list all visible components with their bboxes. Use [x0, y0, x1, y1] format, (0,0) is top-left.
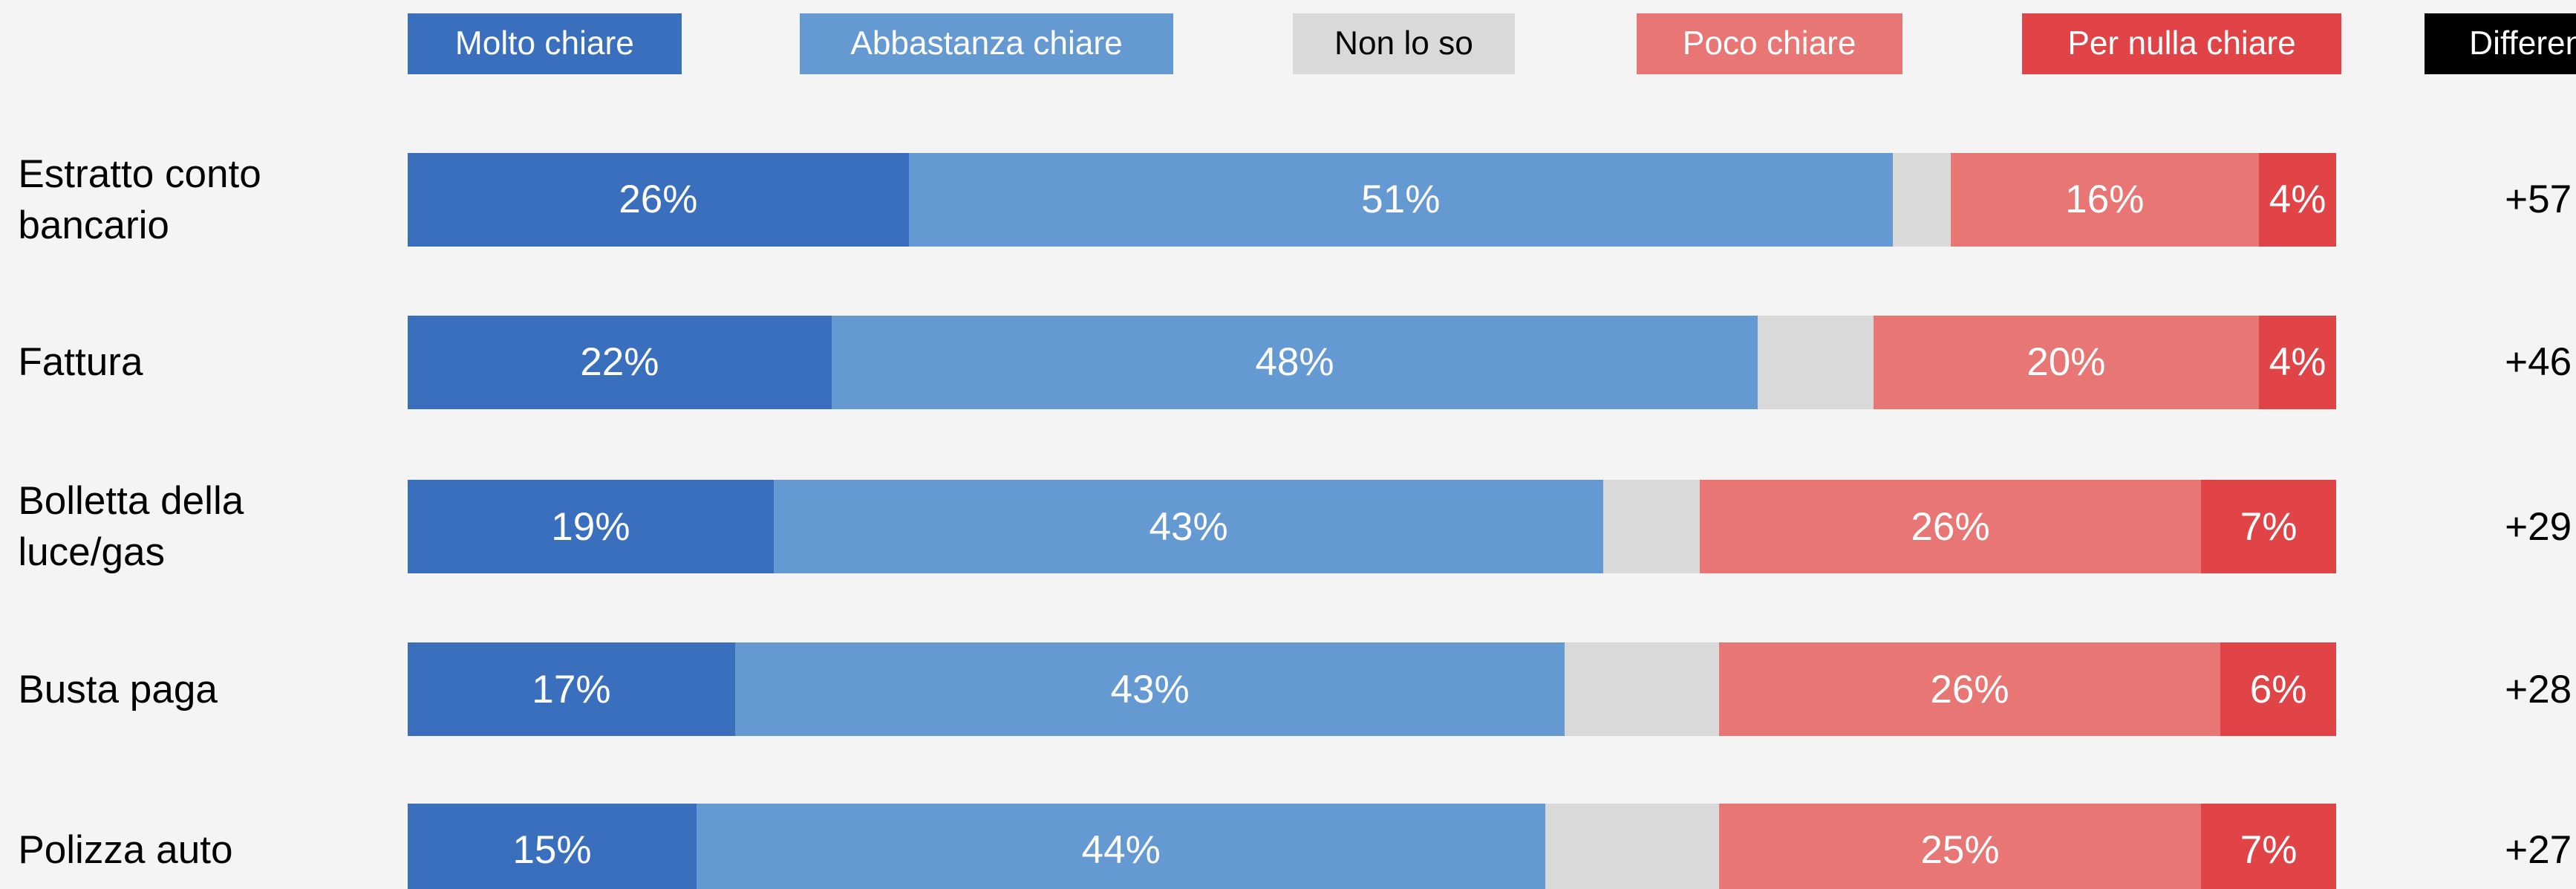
legend-entry: Non lo so: [1293, 13, 1515, 74]
bar-segment: [2259, 315, 2336, 409]
data-label: 26%: [1911, 504, 1990, 549]
bar-segment: [2259, 152, 2336, 247]
data-label: 19%: [551, 504, 630, 549]
difference-label: +27: [2505, 828, 2572, 873]
column-header: Differenza: [2425, 13, 2576, 74]
data-label: 43%: [1149, 504, 1228, 549]
data-label: 20%: [2026, 340, 2106, 385]
bar-segment: [908, 152, 1893, 247]
bar-segment: [2201, 803, 2336, 889]
data-label: 26%: [1930, 667, 2009, 711]
difference-label: +57: [2505, 178, 2572, 222]
difference-label: +46: [2505, 340, 2572, 385]
bar-segment: [697, 803, 1546, 889]
category-label: Busta paga: [18, 667, 218, 711]
data-label: 22%: [580, 340, 659, 385]
bar-segment: [1950, 152, 2260, 247]
bar-segment: [1718, 803, 2202, 889]
data-label: 43%: [1110, 667, 1190, 711]
data-label: 4%: [2269, 178, 2326, 222]
legend-entry: Per nulla chiare: [2022, 13, 2341, 74]
legend-entry: Poco chiare: [1636, 13, 1902, 74]
bar-segment: [832, 315, 1758, 409]
data-label: 6%: [2249, 667, 2307, 711]
category-label: Fattura: [18, 340, 143, 385]
category-label: Polizza auto: [18, 828, 233, 873]
bar-segment: [407, 642, 736, 737]
data-label: 51%: [1361, 178, 1441, 222]
data-label: 17%: [532, 667, 611, 711]
data-label: 7%: [2240, 504, 2298, 549]
data-label: 44%: [1081, 828, 1161, 873]
category-label: Estratto conto bancario: [18, 152, 261, 247]
bar-segment: [774, 480, 1603, 574]
data-label: 26%: [619, 178, 698, 222]
bar-segment: [1545, 803, 1719, 889]
difference-label: +28: [2505, 667, 2572, 711]
bar-segment: [1757, 315, 1874, 409]
legend-entry: Molto chiare: [407, 13, 682, 74]
bar-segment: [407, 803, 697, 889]
bar-segment: [407, 315, 832, 409]
bar-segment: [1873, 315, 2260, 409]
data-label: 48%: [1255, 340, 1334, 385]
bar-segment: [1892, 152, 1951, 247]
bar-segment: [1718, 642, 2221, 737]
data-label: 15%: [512, 828, 592, 873]
category-label: Bolletta della luce/gas: [18, 479, 244, 575]
bar-segment: [1565, 642, 1719, 737]
bar-segment: [2201, 480, 2336, 574]
bar-segment: [735, 642, 1565, 737]
data-label: 16%: [2065, 178, 2145, 222]
bar-segment: [2220, 642, 2336, 737]
bar-segment: [1699, 480, 2202, 574]
data-label: 4%: [2269, 340, 2326, 385]
data-label: 25%: [1920, 828, 2000, 873]
legend-entry: Abbastanza chiare: [800, 13, 1173, 74]
difference-label: +29: [2505, 504, 2572, 549]
bar-segment: [407, 152, 909, 247]
data-label: 7%: [2240, 828, 2298, 873]
bar-segment: [407, 480, 775, 574]
bar-segment: [1603, 480, 1700, 574]
